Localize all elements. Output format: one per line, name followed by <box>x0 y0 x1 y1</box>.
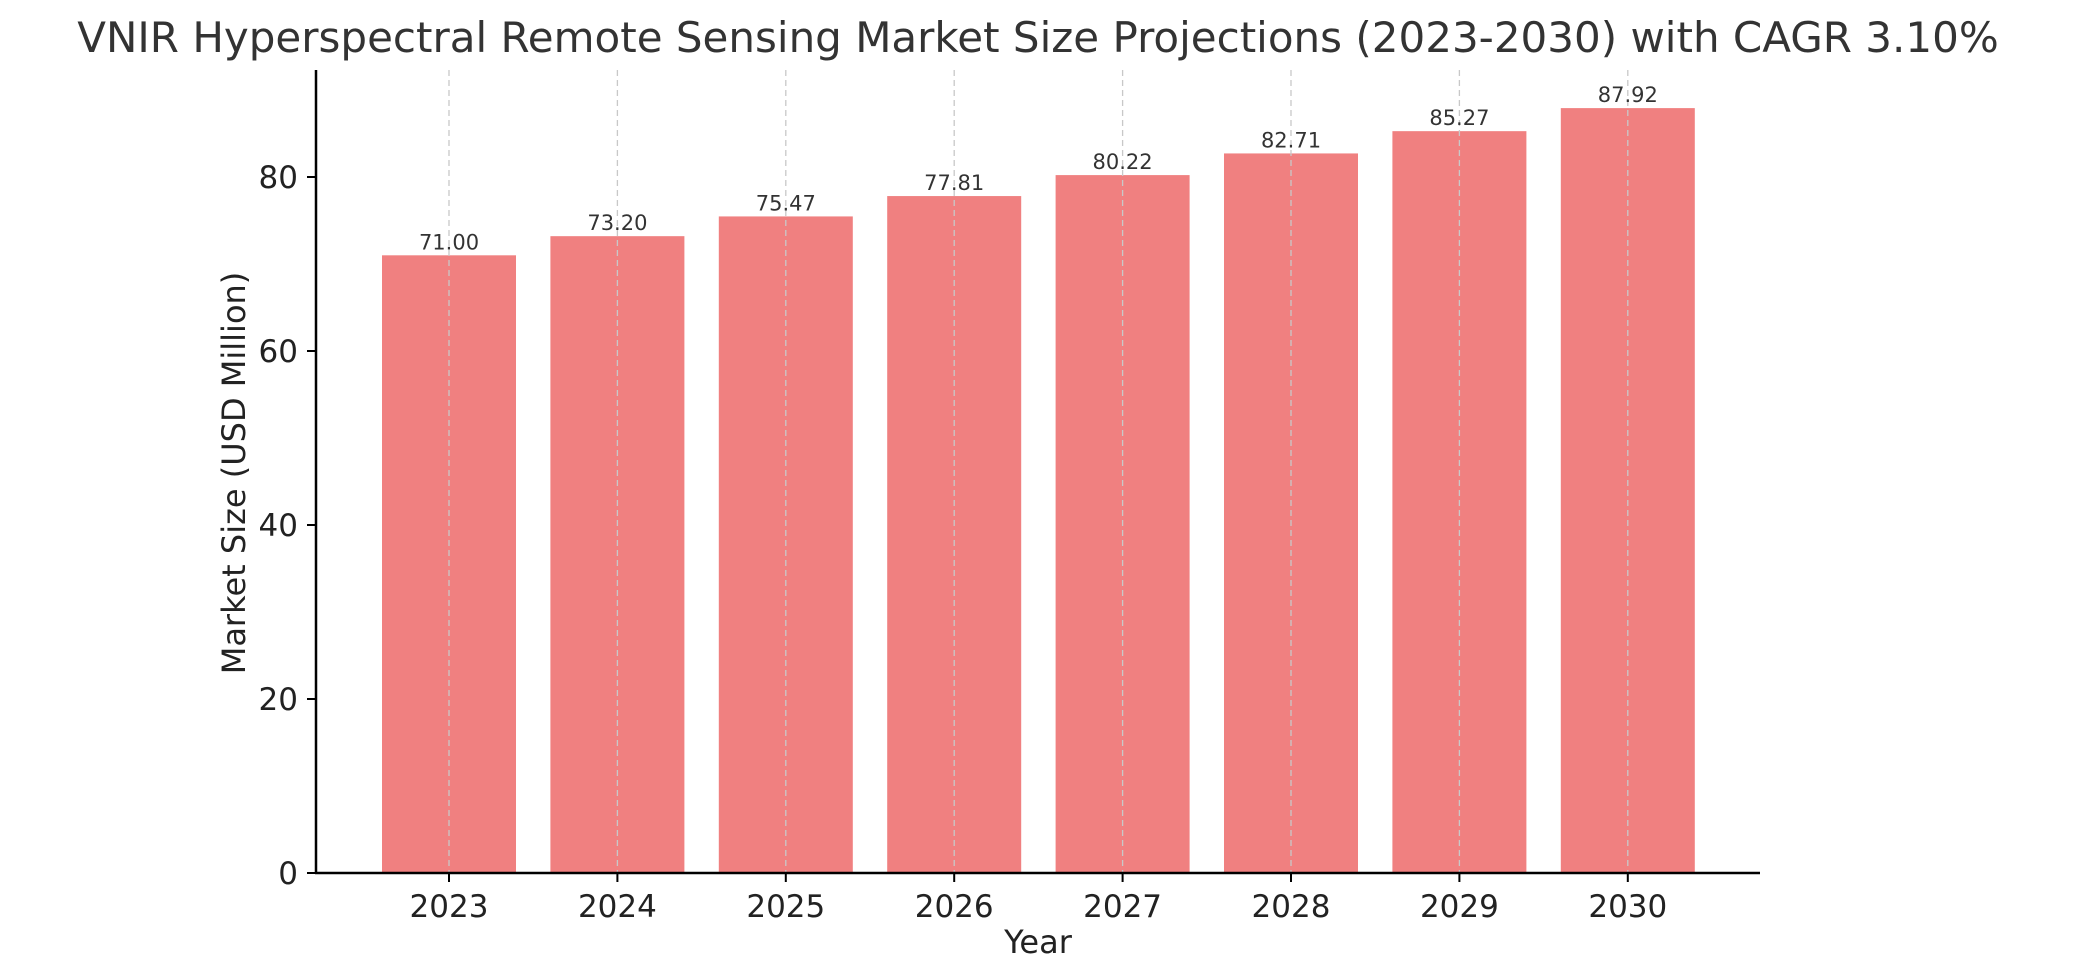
x-tick-label-2029: 2029 <box>1420 889 1499 925</box>
x-tick-label-2027: 2027 <box>1083 889 1162 925</box>
x-tick-label-2024: 2024 <box>578 889 657 925</box>
y-tick-label-40: 40 <box>259 508 298 544</box>
y-tick-label-20: 20 <box>259 682 298 718</box>
data-label-2026: 77.81 <box>924 171 984 195</box>
data-label-2027: 80.22 <box>1093 150 1153 174</box>
x-tick-label-2028: 2028 <box>1252 889 1331 925</box>
chart-title: VNIR Hyperspectral Remote Sensing Market… <box>77 13 1998 62</box>
x-tick-label-2025: 2025 <box>746 889 825 925</box>
y-tick-label-80: 80 <box>259 160 298 196</box>
x-tick-label-2023: 2023 <box>410 889 489 925</box>
data-label-2028: 82.71 <box>1261 128 1321 152</box>
y-axis-label: Market Size (USD Million) <box>215 272 253 675</box>
tick-labels: 0 20 40 60 80 2023 2024 2025 2026 2027 2028 2029 203… <box>259 160 1668 925</box>
data-label-2029: 85.27 <box>1429 106 1489 130</box>
x-tick-label-2030: 2030 <box>1588 889 1667 925</box>
axes <box>314 70 1760 875</box>
data-labels: 71.00 73.20 75.47 77.81 80.22 82.71 85.27 87.92 <box>419 83 1658 254</box>
data-label-2024: 73.20 <box>587 211 647 235</box>
x-axis-label: Year <box>1003 923 1073 961</box>
y-tick-label-60: 60 <box>259 334 298 370</box>
x-tick-label-2026: 2026 <box>915 889 994 925</box>
y-tick-label-0: 0 <box>278 856 298 892</box>
bars <box>382 108 1695 874</box>
grid-lines <box>448 70 1629 873</box>
data-label-2025: 75.47 <box>756 191 816 215</box>
data-label-2030: 87.92 <box>1598 83 1658 107</box>
data-label-2023: 71.00 <box>419 230 479 254</box>
